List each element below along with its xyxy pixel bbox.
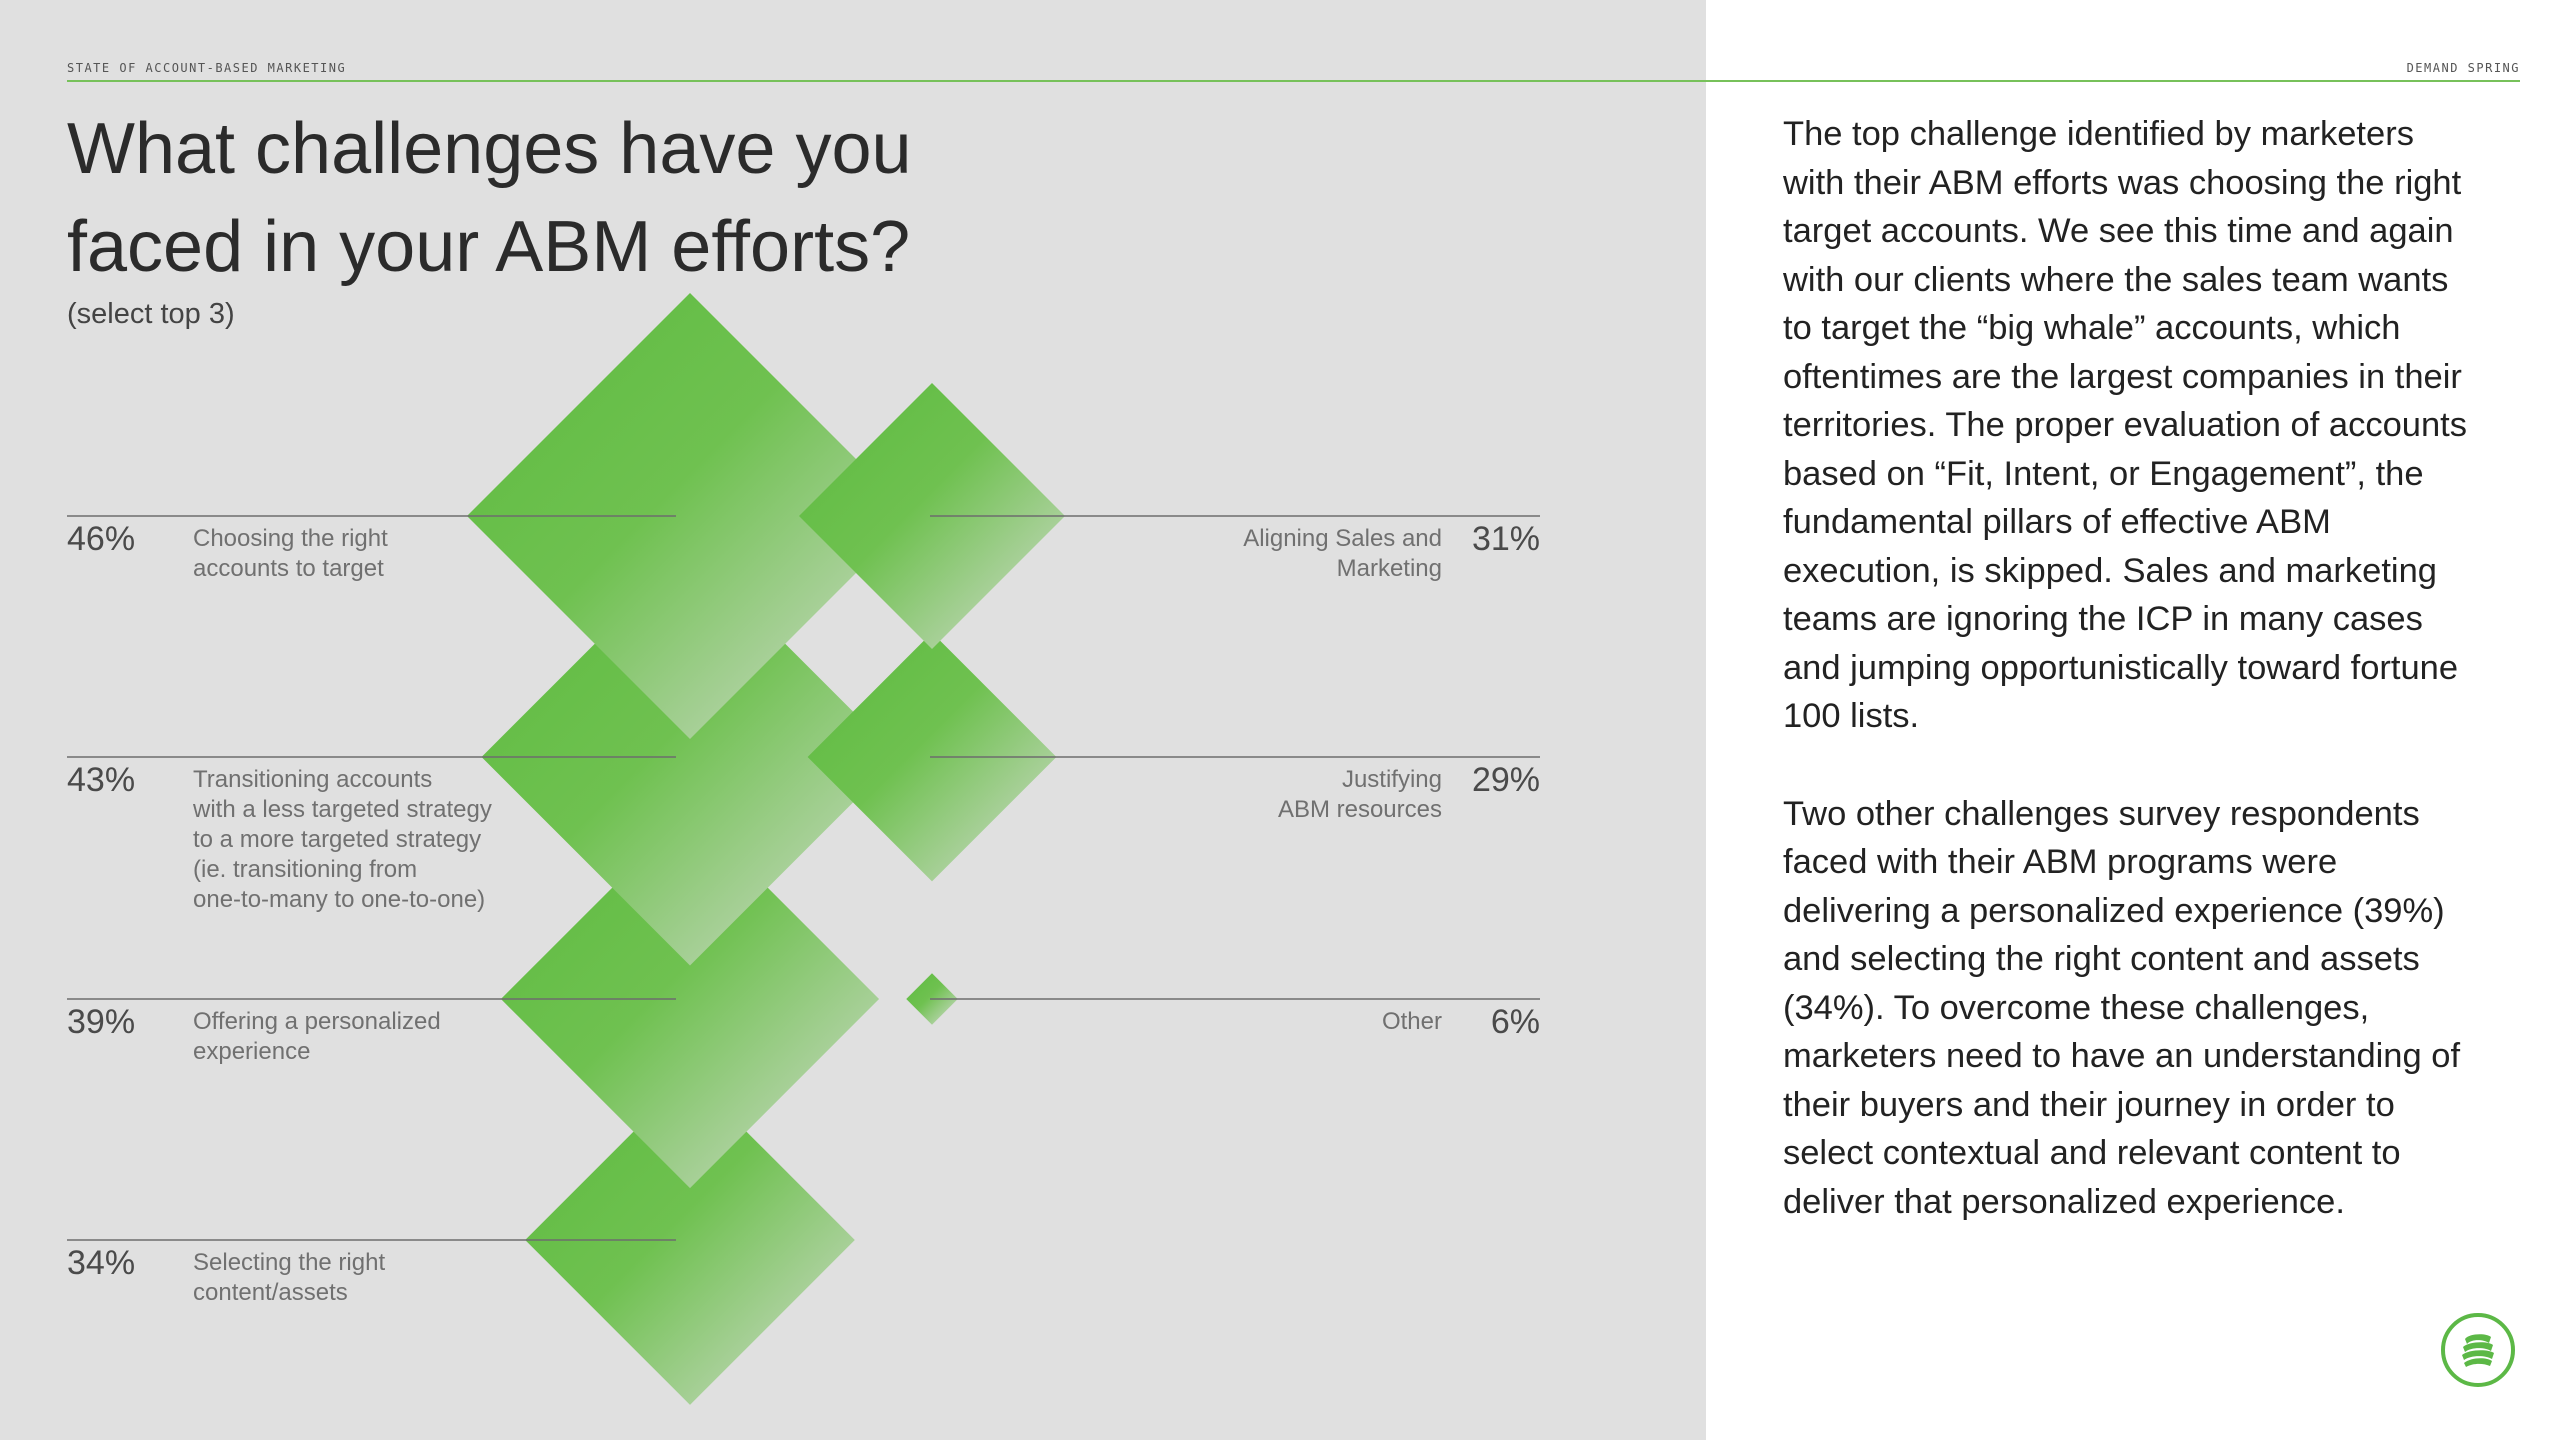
page-title-line-2: faced in your ABM efforts? — [67, 207, 911, 287]
diamond-left-4 — [525, 1075, 855, 1405]
category-label-left-1-line-1: Choosing the right — [193, 525, 388, 552]
value-label-left-2: 43% — [67, 761, 135, 799]
diamond-left-1 — [467, 293, 913, 739]
category-label-left-3-line-1: Offering a personalized — [193, 1008, 441, 1035]
category-label-right-2-line-2: ABM resources — [1278, 796, 1442, 823]
value-label-left-3: 39% — [67, 1003, 135, 1041]
category-label-left-4-line-1: Selecting the right — [193, 1249, 385, 1276]
diamond-layer — [467, 293, 1065, 1405]
category-label-left-2-line-1: Transitioning accounts — [193, 766, 432, 793]
coin-stack-icon — [2462, 1334, 2494, 1367]
header-brand-name: DEMAND SPRING — [2406, 61, 2520, 75]
category-label-left-3-line-2: experience — [193, 1038, 310, 1065]
category-label-right-1-line-1: Aligning Sales and — [1243, 525, 1442, 552]
row-line-layer — [67, 515, 1540, 1241]
page-subtitle: (select top 3) — [67, 298, 235, 330]
body-paragraph-1: The top challenge identified by marketer… — [1783, 115, 2467, 735]
category-label-left-1-line-2: accounts to target — [193, 555, 384, 582]
value-label-left-1: 46% — [67, 520, 135, 558]
body-paragraph-2: Two other challenges survey respondents … — [1783, 794, 2461, 1221]
page-title-line-1: What challenges have you — [67, 109, 912, 189]
value-label-right-1: 31% — [1472, 520, 1540, 558]
category-label-left-2-line-3: to a more targeted strategy — [193, 826, 481, 853]
category-label-left-2-line-5: one-to-many to one-to-one) — [193, 886, 485, 913]
header-divider — [67, 80, 2520, 82]
header-report-name: STATE OF ACCOUNT-BASED MARKETING — [67, 61, 347, 75]
value-label-right-2: 29% — [1472, 761, 1540, 799]
category-label-left-2-line-4: (ie. transitioning from — [193, 856, 417, 883]
page-title: What challenges have you faced in your A… — [67, 100, 1027, 296]
category-label-left-4-line-2: content/assets — [193, 1279, 348, 1306]
category-label-right-1-line-2: Marketing — [1337, 555, 1442, 582]
diamond-chart: 46% Choosing the right accounts to target 4… — [67, 293, 1540, 1405]
demand-spring-logo-icon — [2441, 1313, 2515, 1387]
value-label-left-4: 34% — [67, 1244, 135, 1282]
diamond-left-2 — [481, 548, 899, 966]
label-layer: 46% Choosing the right accounts to target 4… — [67, 520, 1540, 1306]
category-label-left-2-line-2: with a less targeted strategy — [192, 796, 492, 823]
value-label-right-3: 6% — [1491, 1003, 1540, 1041]
body-text: The top challenge identified by marketer… — [1783, 110, 2473, 1275]
category-label-right-2-line-1: Justifying — [1342, 766, 1442, 793]
diamond-left-3 — [500, 809, 880, 1189]
category-label-right-3-line-1: Other — [1382, 1008, 1442, 1035]
